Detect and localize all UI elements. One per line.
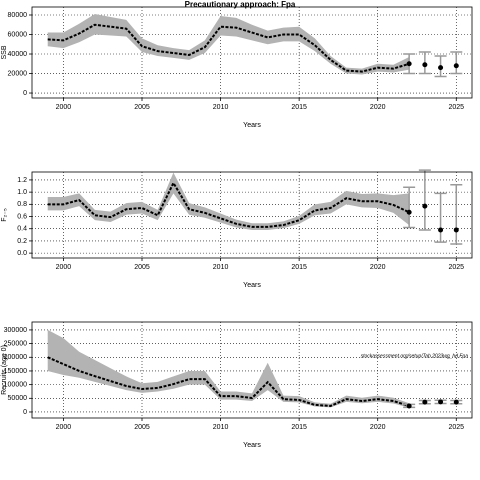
y-tick-label: 0 <box>23 90 27 97</box>
annotation: stockassessment.org/setup/Tab 2023wg_hd … <box>361 353 469 359</box>
x-axis-label: Years <box>243 122 261 129</box>
x-tick-label: 2020 <box>370 264 386 271</box>
projection-point <box>422 399 428 405</box>
projection-point <box>422 203 428 209</box>
y-tick-label: 60000 <box>8 31 28 38</box>
y-tick-label: 0.2 <box>17 238 27 245</box>
y-tick-label: 0.8 <box>17 201 27 208</box>
y-tick-label: 20000 <box>8 70 28 77</box>
y-axis-label: Recruits (age 0) <box>1 345 8 395</box>
estimate-line <box>47 23 410 73</box>
estimate-line <box>47 180 410 228</box>
y-tick-label: 0.4 <box>17 226 27 233</box>
x-tick-label: 2010 <box>213 424 229 431</box>
y-axis-label: F₂₋₅ <box>1 208 8 222</box>
x-tick-label: 2015 <box>291 424 307 431</box>
error-bar <box>403 186 416 229</box>
confidence-band <box>47 14 410 75</box>
y-tick-label: 0 <box>23 409 27 416</box>
x-axis-label: Years <box>243 282 261 289</box>
error-bar <box>434 192 447 243</box>
y-tick-label: 40000 <box>8 51 28 58</box>
error-bar <box>418 169 431 231</box>
chart-title: Precautionary approach: Fpa <box>185 0 296 9</box>
y-tick-label: 250000 <box>4 340 27 347</box>
plot-frame <box>31 321 473 419</box>
x-tick-label: 2025 <box>448 104 464 111</box>
y-tick-label: 150000 <box>4 368 27 375</box>
x-tick-label: 2000 <box>56 104 72 111</box>
y-tick-label: 1.2 <box>17 177 27 184</box>
x-tick-label: 2025 <box>448 424 464 431</box>
y-tick-label: 100000 <box>4 381 27 388</box>
projection-point <box>453 63 459 69</box>
plot-frame <box>31 6 473 99</box>
y-tick-label: 0.6 <box>17 213 27 220</box>
error-bar <box>450 51 463 75</box>
x-tick-label: 2010 <box>213 264 229 271</box>
x-tick-label: 2000 <box>56 264 72 271</box>
x-tick-label: 2020 <box>370 104 386 111</box>
y-axis-label: SSB <box>1 45 8 59</box>
error-bar <box>450 184 463 245</box>
x-tick-label: 2015 <box>291 104 307 111</box>
x-tick-label: 2005 <box>134 264 150 271</box>
y-tick-label: 80000 <box>8 12 28 19</box>
x-tick-label: 2005 <box>134 104 150 111</box>
x-tick-label: 2020 <box>370 424 386 431</box>
projection-point <box>438 227 444 233</box>
plot-frame <box>31 171 473 259</box>
x-tick-label: 2015 <box>291 264 307 271</box>
y-tick-label: 300000 <box>4 327 27 334</box>
x-tick-label: 2000 <box>56 424 72 431</box>
x-tick-label: 2010 <box>213 104 229 111</box>
x-tick-label: 2005 <box>134 424 150 431</box>
x-axis-label: Years <box>243 442 261 449</box>
projection-point <box>422 62 428 68</box>
x-tick-label: 2025 <box>448 264 464 271</box>
estimate-line <box>47 356 410 407</box>
projection-point <box>406 209 412 215</box>
projection-point <box>438 65 444 71</box>
projection-point <box>406 61 412 67</box>
projection-point <box>453 227 459 233</box>
y-tick-label: 200000 <box>4 354 27 361</box>
confidence-band <box>47 172 410 230</box>
projection-point <box>406 403 412 409</box>
projection-point <box>438 399 444 405</box>
y-tick-label: 0.0 <box>17 250 27 257</box>
y-tick-label: 1.0 <box>17 189 27 196</box>
projection-point <box>453 399 459 405</box>
y-tick-label: 50000 <box>8 395 28 402</box>
